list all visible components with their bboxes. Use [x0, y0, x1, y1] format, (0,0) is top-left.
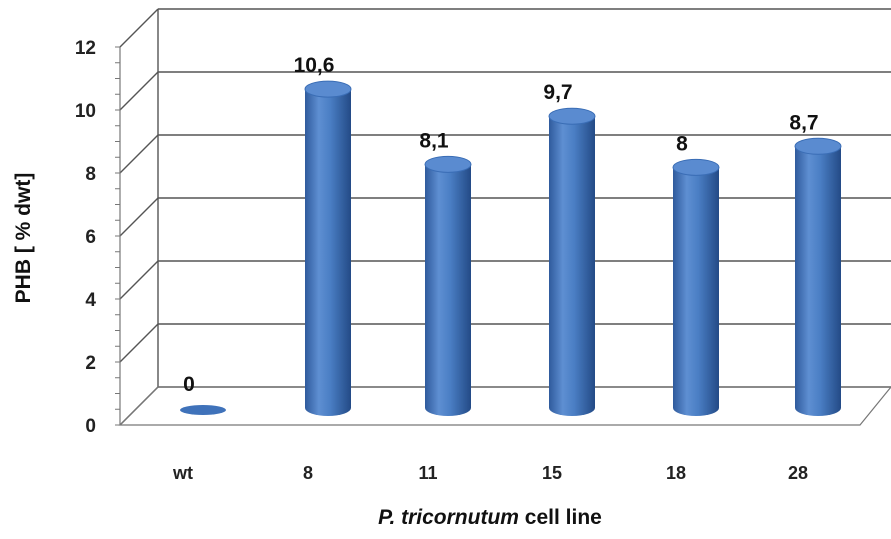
y-tick-label: 12: [75, 38, 96, 59]
bar-top: [180, 405, 226, 415]
bar-top: [672, 158, 720, 176]
data-label: 8: [676, 132, 688, 155]
grid-diagonal: [119, 134, 159, 174]
x-tick-label: wt: [172, 463, 193, 483]
y-tick-label: 2: [85, 353, 96, 374]
plot-frame: [115, 8, 891, 426]
bar-body: [673, 167, 719, 416]
grid-diagonal: [119, 71, 159, 111]
bar-body: [425, 164, 471, 416]
data-label: 0: [183, 373, 195, 396]
bar-body: [795, 146, 841, 416]
x-tick-label: 15: [542, 463, 562, 483]
grid-diagonal: [119, 197, 159, 237]
data-label: 10,6: [294, 54, 335, 77]
bar: [424, 155, 472, 416]
x-axis-title-italic: P. tricornutum: [378, 506, 519, 529]
grid-diagonal: [119, 260, 159, 300]
data-label: 8,7: [789, 111, 818, 134]
bar: [548, 107, 596, 417]
bar-body: [549, 116, 595, 417]
bar-body: [305, 89, 351, 416]
data-labels: 0 10,6 8,1 9,7 8 8,7: [183, 54, 818, 396]
data-label: 8,1: [419, 129, 449, 152]
bars: [180, 80, 842, 417]
y-tick-label: 4: [85, 290, 96, 311]
bar: [304, 80, 352, 416]
x-tick-label: 11: [418, 463, 437, 483]
x-axis-categories: wt 8 11 15 18 28: [172, 463, 808, 483]
bar: [794, 137, 842, 416]
y-tick-label: 0: [85, 416, 96, 437]
y-axis-ticks: 0 2 4 6 8 10 12: [75, 38, 97, 437]
bar: [180, 405, 226, 415]
y-axis-title: PHB [ % dwt]: [12, 173, 35, 304]
x-tick-label: 8: [303, 463, 313, 483]
x-axis-title-rest: cell line: [519, 506, 602, 529]
bar-top: [548, 107, 596, 125]
x-tick-label: 18: [666, 463, 686, 483]
grid-diagonal: [119, 323, 159, 363]
x-axis-title: P. tricornutum cell line: [378, 506, 602, 529]
bar-top: [304, 80, 352, 98]
floor: [118, 386, 891, 426]
bar: [672, 158, 720, 416]
y-tick-label: 6: [85, 227, 96, 248]
grid-diagonal: [119, 8, 159, 48]
x-tick-label: 28: [788, 463, 808, 483]
y-tick-label: 8: [85, 164, 96, 185]
data-label: 9,7: [543, 81, 572, 104]
y-tick-label: 10: [75, 101, 96, 122]
bar-top: [424, 155, 472, 173]
bar-top: [794, 137, 842, 155]
